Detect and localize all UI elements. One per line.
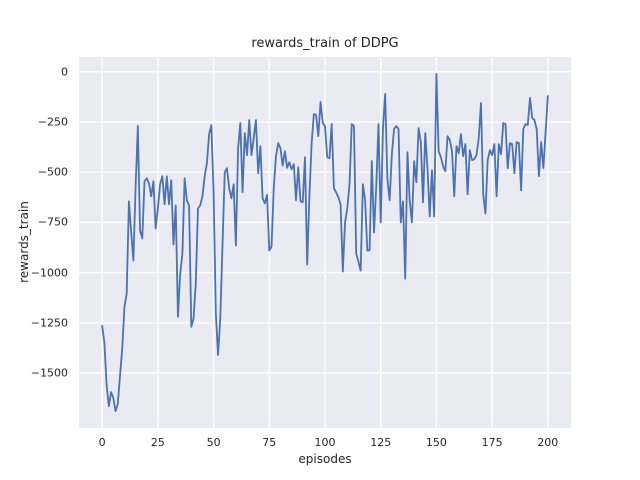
x-tick-label: 75: [262, 436, 277, 449]
y-tick-label: −750: [37, 215, 68, 229]
x-tick-label: 150: [425, 436, 447, 449]
x-tick-label: 25: [150, 436, 165, 449]
y-tick-label: −500: [37, 165, 68, 179]
x-axis-label: episodes: [298, 452, 352, 466]
chart-title: rewards_train of DDPG: [251, 36, 399, 51]
x-tick-label: 50: [206, 436, 221, 449]
x-tick-label: 100: [314, 436, 336, 449]
y-tick-label: −1000: [30, 266, 68, 280]
plot-area: [79, 57, 571, 428]
x-tick-label: 125: [370, 436, 392, 449]
y-tick-label: −1250: [30, 316, 68, 330]
y-tick-label: −1500: [30, 366, 68, 380]
rewards-train-line: [101, 72, 549, 413]
x-tick-label: 200: [537, 436, 559, 449]
line-chart: [79, 57, 571, 428]
y-tick-label: 0: [61, 65, 68, 79]
x-tick-label: 0: [98, 436, 106, 449]
x-tick-label: 175: [481, 436, 503, 449]
y-tick-label: −250: [37, 115, 68, 129]
